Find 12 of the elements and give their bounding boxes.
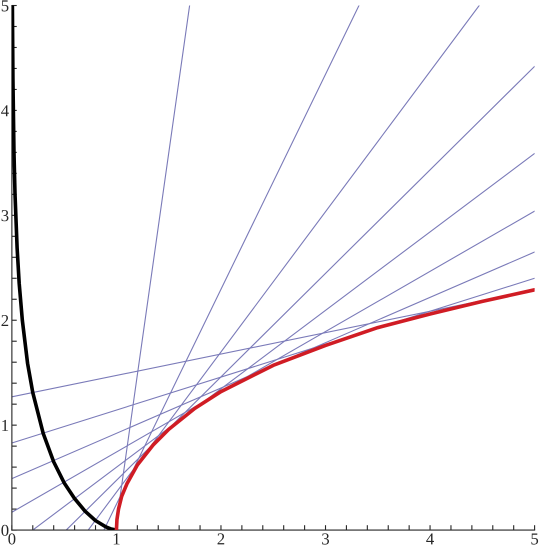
y-tick-label: 4 (1, 105, 9, 116)
x-tick-label: 3 (322, 533, 330, 545)
y-tick-label: 1 (2, 420, 8, 431)
y-tick-label: 3 (2, 210, 8, 222)
line-series (114, 288, 535, 530)
x-tick-label: 1 (114, 533, 120, 544)
x-tick-label: 5 (531, 533, 538, 545)
x-tick-label: 2 (218, 533, 224, 544)
y-tick-label: 0 (1, 524, 8, 536)
y-tick-label: 2 (2, 314, 8, 326)
x-tick-label: 4 (426, 533, 434, 544)
y-tick-label: 5 (2, 0, 8, 12)
